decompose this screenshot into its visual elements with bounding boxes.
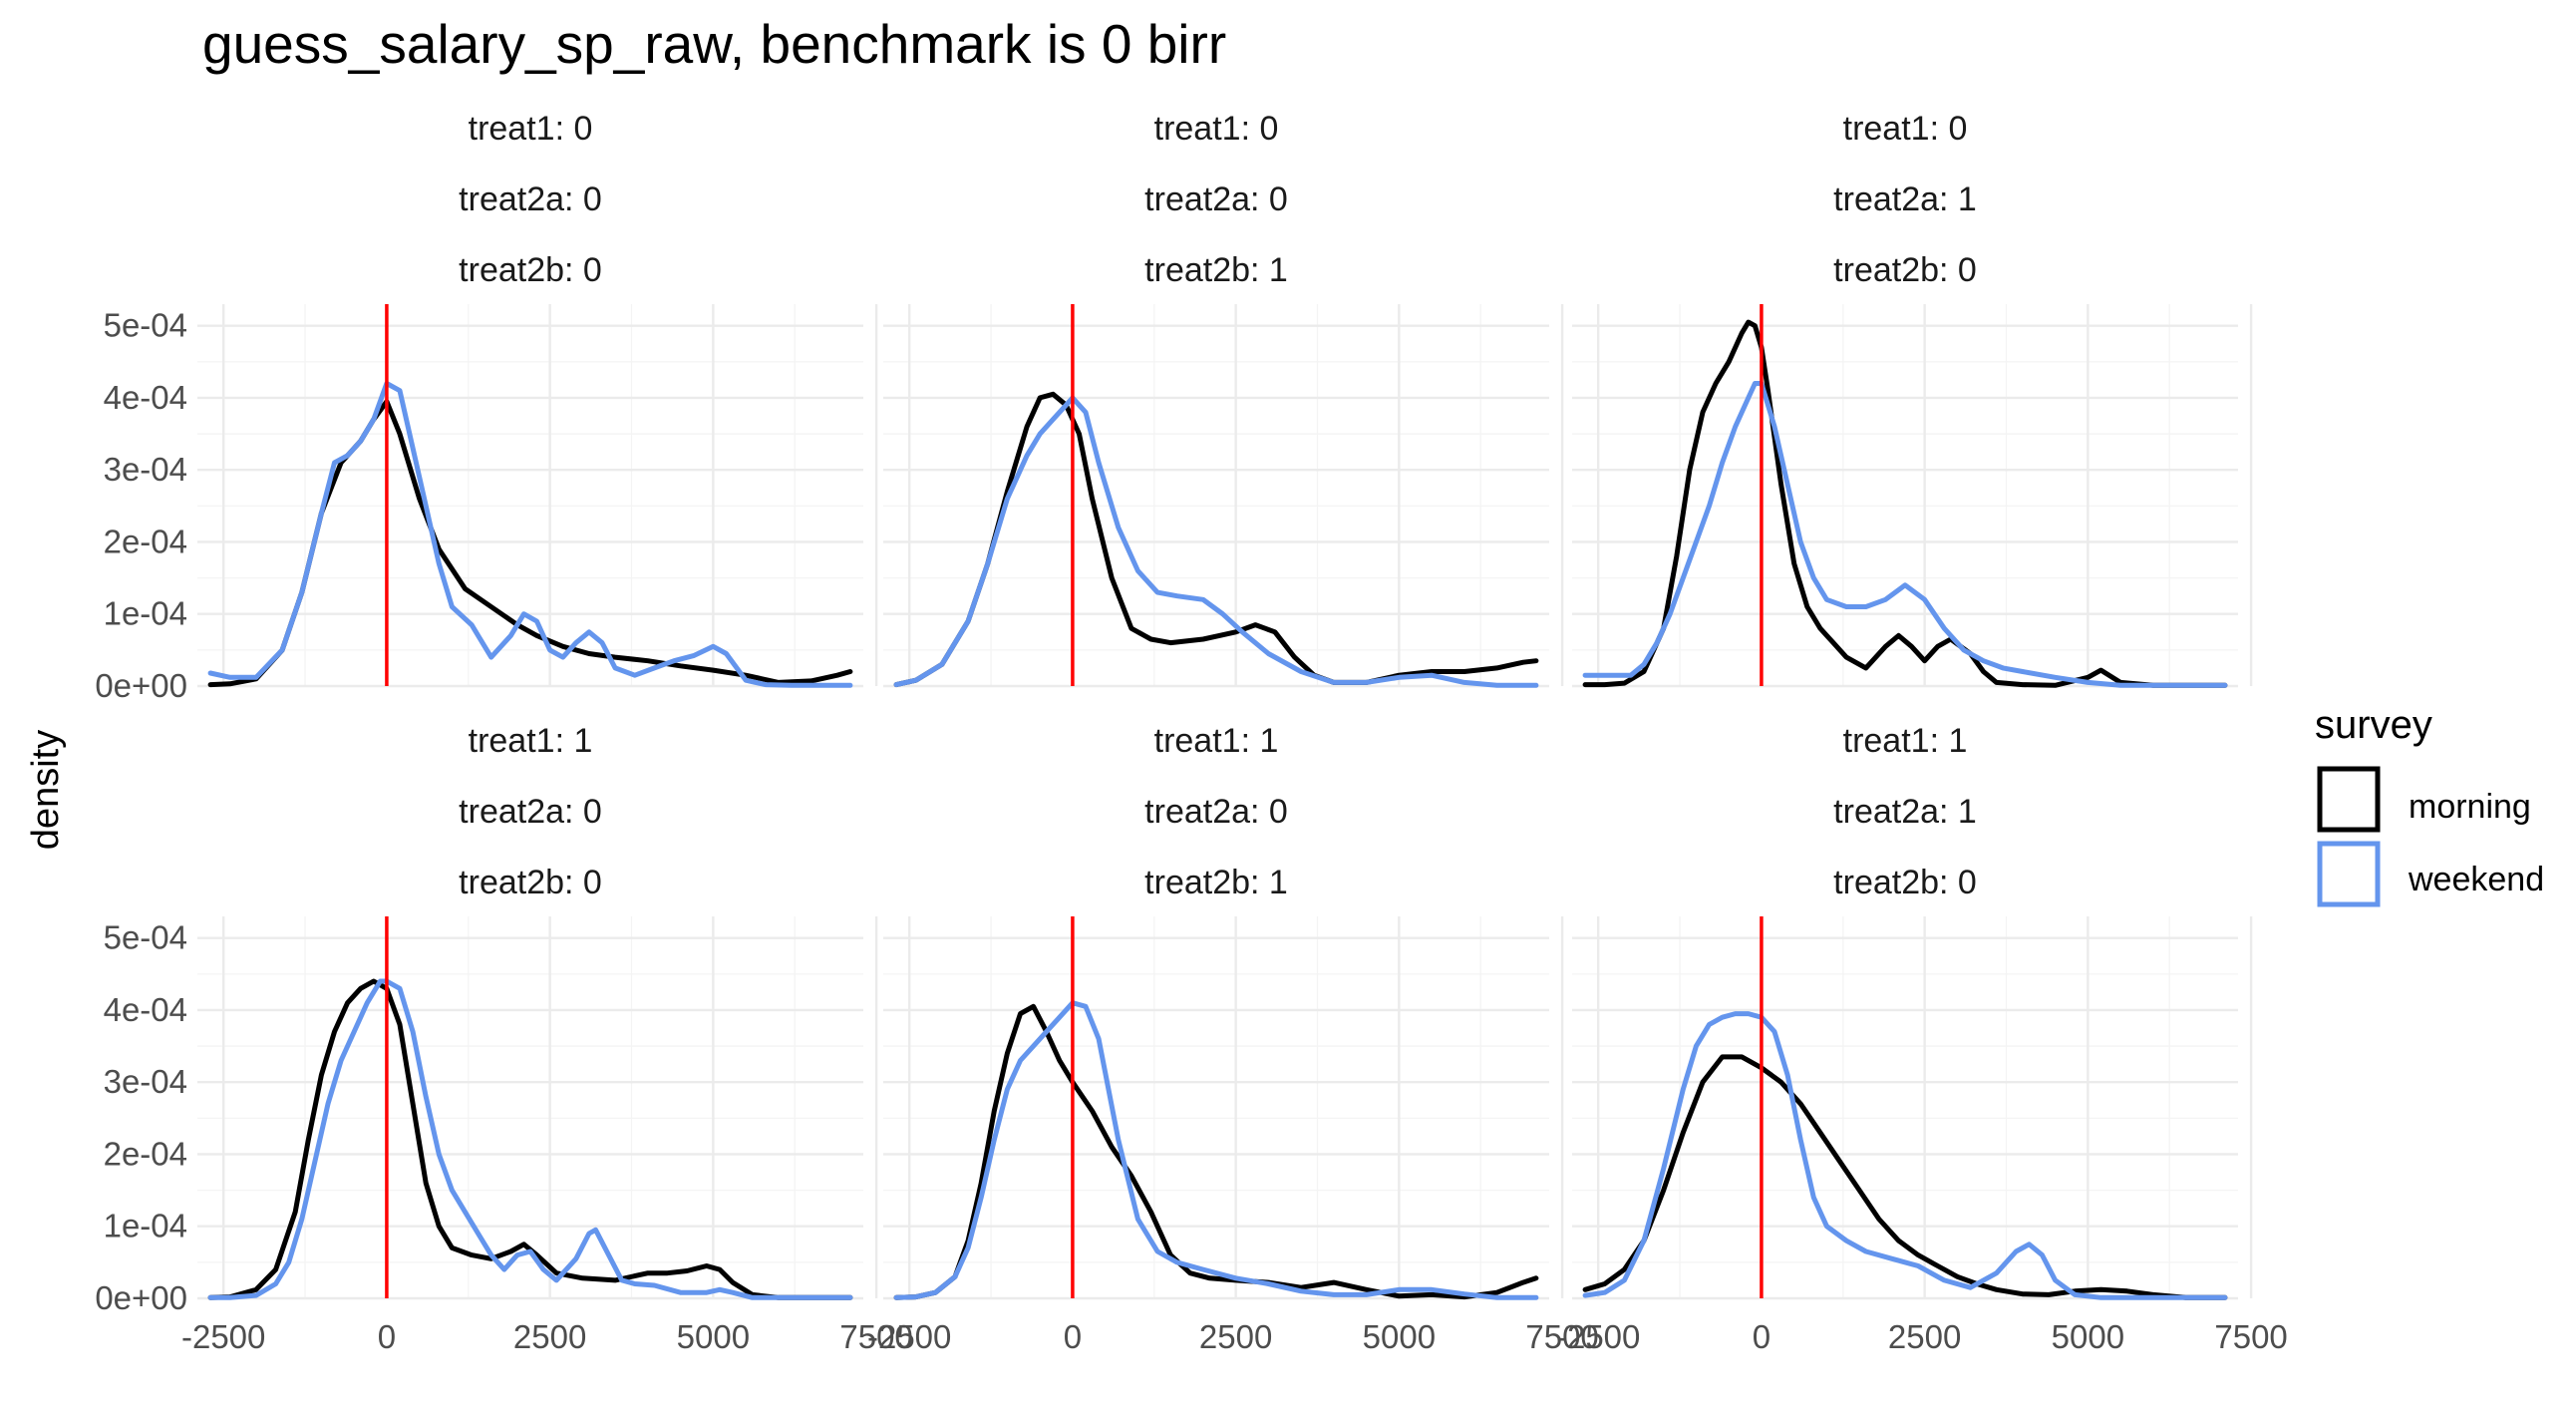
x-tick-label: 2500	[513, 1318, 586, 1355]
y-tick-label: 2e-04	[104, 1135, 187, 1172]
legend-title: survey	[2315, 703, 2432, 747]
y-axis-label: density	[25, 730, 67, 850]
density-line-weekend	[1582, 381, 2228, 688]
density-line-weekend	[207, 381, 853, 688]
x-tick-label: 2500	[1199, 1318, 1272, 1355]
x-tick-label: 5000	[2052, 1318, 2124, 1355]
density-line-weekend	[1582, 1011, 2228, 1300]
density-line-weekend	[893, 1000, 1539, 1300]
facet-strip-label: treat2a: 0	[459, 793, 602, 831]
facet-strip-label: treat1: 0	[1843, 110, 1968, 148]
chart-title: guess_salary_sp_raw, benchmark is 0 birr	[202, 13, 1226, 75]
legend-label-morning: morning	[2409, 788, 2531, 826]
x-tick-label: 7500	[839, 1318, 912, 1355]
y-tick-label: 3e-04	[104, 1063, 187, 1100]
y-tick-label: 2e-04	[104, 523, 187, 559]
panel-grid	[197, 304, 878, 688]
facet-strip-label: treat1: 1	[1843, 722, 1968, 760]
x-tick-label: 0	[378, 1318, 396, 1355]
y-tick-label: 1e-04	[104, 595, 187, 632]
facet-strip-label: treat1: 0	[469, 110, 593, 148]
x-tick-label: 0	[1064, 1318, 1082, 1355]
density-line-morning	[1582, 319, 2228, 688]
y-tick-label: 4e-04	[104, 991, 187, 1028]
facet-strip-label: treat2b: 1	[1144, 864, 1288, 901]
facet-strip-label: treat1: 1	[469, 722, 593, 760]
y-tick-label: 1e-04	[104, 1208, 187, 1244]
legend-key-morning	[2317, 766, 2381, 833]
facet-strip-label: treat2b: 0	[1833, 251, 1977, 289]
panel-grid	[1572, 304, 2253, 688]
density-line-morning	[893, 1003, 1539, 1300]
facet-panels: treat1: 0 treat2a: 0 treat2b: 0 0e+00 1e-04 2…	[95, 110, 2287, 1355]
facet-strip-label: treat1: 1	[1154, 722, 1279, 760]
facet-strip-label: treat2a: 0	[1144, 793, 1288, 831]
facet-strip-label: treat1: 0	[1154, 110, 1279, 148]
legend-label-weekend: weekend	[2408, 861, 2544, 898]
density-line-morning	[207, 978, 853, 1300]
x-tick-label: 5000	[677, 1318, 750, 1355]
facet-strip-label: treat2b: 0	[459, 251, 602, 289]
panel-grid	[883, 916, 1564, 1300]
facet-panel: treat1: 0 treat2a: 1 treat2b: 0	[1572, 110, 2253, 688]
facet-strip-label: treat2b: 1	[1144, 251, 1288, 289]
x-tick-label: -2500	[1556, 1318, 1640, 1355]
y-tick-label: 3e-04	[104, 451, 187, 488]
facet-strip-label: treat2a: 1	[1833, 180, 1977, 218]
x-tick-label: 7500	[2214, 1318, 2287, 1355]
legend: survey morning weekend	[2315, 703, 2544, 907]
facet-panel: treat1: 0 treat2a: 0 treat2b: 1	[883, 110, 1564, 688]
panel-grid	[1572, 916, 2253, 1300]
y-tick-label: 0e+00	[95, 1279, 187, 1316]
x-tick-label: 2500	[1888, 1318, 1961, 1355]
density-line-morning	[1582, 1054, 2228, 1300]
facet-strip-label: treat2b: 0	[459, 864, 602, 901]
facet-strip-label: treat2b: 0	[1833, 864, 1977, 901]
x-tick-label: -2500	[181, 1318, 265, 1355]
x-tick-label: -2500	[867, 1318, 951, 1355]
y-tick-label: 4e-04	[104, 379, 187, 416]
panel-grid	[883, 304, 1564, 688]
facet-panel: treat1: 1 treat2a: 0 treat2b: 0 0e+00 1e-04 2…	[95, 722, 912, 1355]
panel-grid	[197, 916, 878, 1300]
density-line-morning	[893, 391, 1539, 688]
x-tick-label: 5000	[1363, 1318, 1436, 1355]
facet-panel: treat1: 1 treat2a: 0 treat2b: 1 -2500 0 2500 5…	[867, 722, 1599, 1355]
facet-panel: treat1: 0 treat2a: 0 treat2b: 0 0e+00 1e-04 2…	[95, 110, 878, 704]
facet-strip-label: treat2a: 0	[1144, 180, 1288, 218]
facet-strip-label: treat2a: 1	[1833, 793, 1977, 831]
y-tick-label: 0e+00	[95, 667, 187, 704]
y-tick-label: 5e-04	[104, 307, 187, 344]
legend-key-weekend	[2317, 841, 2381, 907]
facet-panel: treat1: 1 treat2a: 1 treat2b: 0 -2500 0 2500 5…	[1556, 722, 2288, 1355]
y-tick-label: 5e-04	[104, 919, 187, 956]
density-line-weekend	[893, 395, 1539, 688]
density-line-weekend	[207, 978, 853, 1300]
x-tick-label: 7500	[1525, 1318, 1598, 1355]
facet-strip-label: treat2a: 0	[459, 180, 602, 218]
x-tick-label: 0	[1753, 1318, 1771, 1355]
